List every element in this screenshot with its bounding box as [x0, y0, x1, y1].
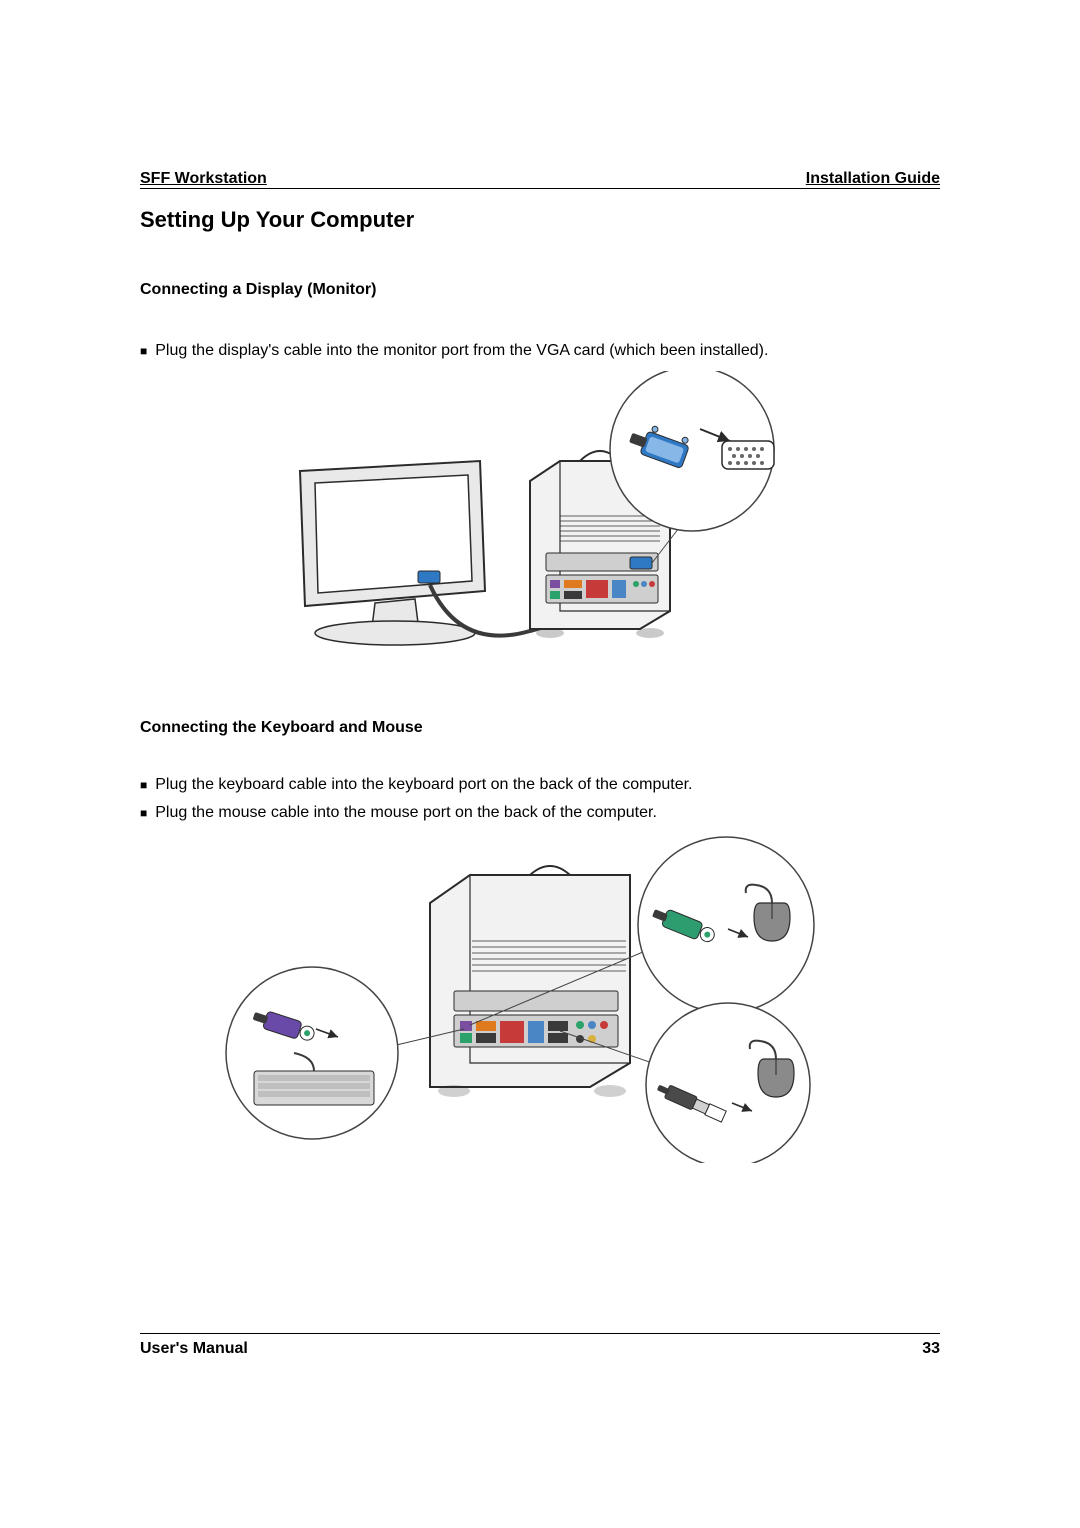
bullet-icon: ■ [140, 339, 147, 363]
header-right: Installation Guide [806, 170, 940, 188]
page-content: SFF Workstation Installation Guide Setti… [140, 170, 940, 1358]
footer-left: User's Manual [140, 1340, 248, 1358]
footer-rule [140, 1333, 940, 1334]
bullet-text: Plug the display's cable into the monito… [155, 339, 768, 363]
bullet-icon: ■ [140, 801, 147, 825]
bullet-text: Plug the mouse cable into the mouse port… [155, 801, 657, 825]
vga-detail-callout [610, 371, 774, 531]
section2-heading: Connecting the Keyboard and Mouse [140, 719, 940, 737]
computer-rear [430, 866, 630, 1097]
section2-bullets: ■ Plug the keyboard cable into the keybo… [140, 773, 940, 825]
figure2 [140, 833, 940, 1163]
keyboard-detail-callout [226, 967, 398, 1139]
list-item: ■ Plug the mouse cable into the mouse po… [140, 801, 940, 825]
bullet-text: Plug the keyboard cable into the keyboar… [155, 773, 692, 797]
list-item: ■ Plug the display's cable into the moni… [140, 339, 940, 363]
mouse-usb-detail-callout [646, 1003, 810, 1163]
figure1-svg [260, 371, 820, 671]
figure2-svg [220, 833, 860, 1163]
section1-bullets: ■ Plug the display's cable into the moni… [140, 339, 940, 363]
footer-page-number: 33 [922, 1340, 940, 1358]
mouse-ps2-detail-callout [638, 837, 814, 1013]
header-rule [140, 188, 940, 189]
monitor-illustration [300, 461, 485, 645]
bullet-icon: ■ [140, 773, 147, 797]
page-title: Setting Up Your Computer [140, 207, 940, 233]
section1-heading: Connecting a Display (Monitor) [140, 281, 940, 299]
header-left: SFF Workstation [140, 170, 267, 188]
figure1 [140, 371, 940, 671]
running-footer: User's Manual 33 [140, 1333, 940, 1358]
list-item: ■ Plug the keyboard cable into the keybo… [140, 773, 940, 797]
running-header: SFF Workstation Installation Guide [140, 170, 940, 190]
